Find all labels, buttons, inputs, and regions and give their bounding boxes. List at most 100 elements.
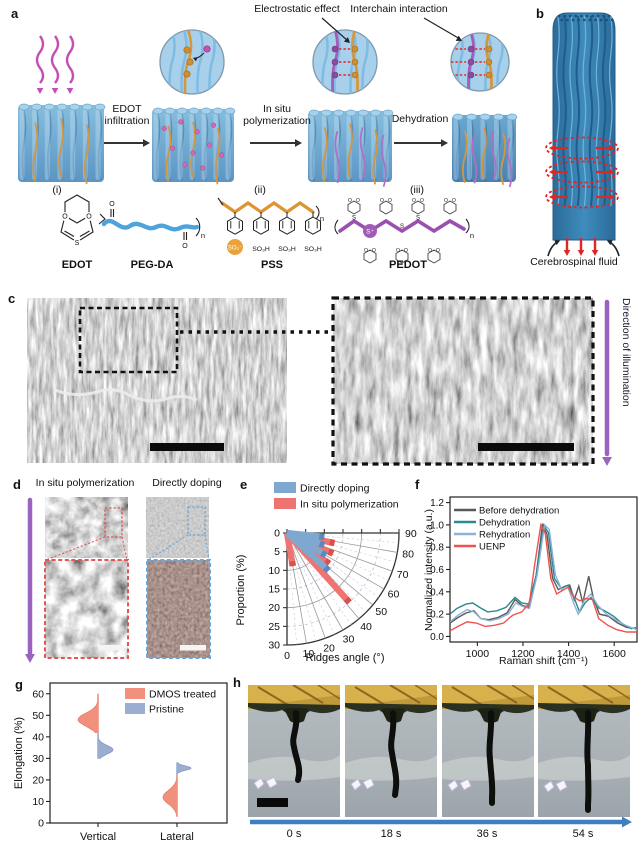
- timelapse-photo: [538, 685, 630, 817]
- step2-line1: In situ: [262, 103, 291, 115]
- chart-text: 1200: [511, 648, 535, 660]
- violin: [97, 732, 114, 759]
- panel-label-f: f: [415, 477, 420, 492]
- molecule-name-pedot: PEDOT: [389, 259, 427, 271]
- chart-text: 30: [343, 634, 355, 646]
- chart-text: 1000: [466, 648, 490, 660]
- callout-electrostatic: Electrostatic effect: [254, 3, 340, 15]
- chart-text: O: [388, 198, 392, 204]
- chart-text: SO₃⁻: [228, 246, 242, 252]
- raman-series: [450, 522, 637, 633]
- chart-text: O: [86, 214, 92, 221]
- hydrogel-block: [152, 107, 236, 185]
- panel-c-sem: [27, 296, 612, 466]
- expansion-hoop: [545, 185, 619, 209]
- edot-structure: O O S: [60, 194, 94, 248]
- chart-text: Normalized intensity (a.u.): [423, 509, 435, 631]
- step1-line1: EDOT: [112, 103, 142, 115]
- roman-iii: (iii): [410, 184, 424, 196]
- chart-text: O: [452, 198, 456, 204]
- chart-text: O: [404, 248, 408, 254]
- scale-bar: [180, 645, 206, 651]
- chart-text: SO₃H: [278, 246, 296, 253]
- chart-text: 5: [274, 546, 280, 558]
- chart-text: 70: [397, 569, 409, 581]
- callout-interchain: Interchain interaction: [350, 3, 448, 15]
- step3-label: Dehydration: [391, 113, 449, 125]
- chart-text: 60: [32, 688, 44, 700]
- hanging-fiber: [486, 710, 496, 806]
- chart-text: Directly doping: [300, 483, 370, 495]
- chart-text: Before dehydration: [479, 506, 559, 517]
- fan-bar: [284, 530, 331, 573]
- panel-d-sem-compare: [25, 497, 211, 663]
- step1-line2: infiltration: [104, 115, 150, 127]
- chart-text: 1600: [603, 648, 627, 660]
- chart-text: O: [396, 248, 400, 254]
- chart-text: 15: [268, 584, 280, 596]
- molecule-name-edot: EDOT: [61, 259, 93, 271]
- directly-doping-title: Directly doping: [152, 477, 222, 489]
- chart-text: 20: [323, 643, 335, 655]
- molecular-inset-circle: [450, 32, 510, 92]
- chart-text: 0: [284, 650, 290, 662]
- chart-text: Dehydration: [479, 518, 530, 529]
- direction-of-illumination-label: Direction of illumination: [620, 298, 632, 407]
- chart-text: Elongation (%): [13, 717, 25, 789]
- time-label-36s: 36 s: [476, 828, 498, 840]
- scale-bar: [478, 443, 574, 451]
- chart-text: DMOS treated: [149, 689, 216, 701]
- chart-text: 10: [268, 565, 280, 577]
- chart-text: Vertical: [80, 831, 116, 843]
- scale-bar: [257, 798, 288, 807]
- roman-i: (i): [52, 184, 62, 196]
- timelapse-photo: [248, 685, 340, 817]
- chart-text: 10: [32, 796, 44, 808]
- chart-text: 25: [268, 621, 280, 633]
- chart-text: Raman shift (cm⁻¹): [499, 655, 588, 667]
- panel-label-e: e: [240, 477, 248, 492]
- chart-text: Pristine: [149, 704, 184, 716]
- pedot-structure: nO O O O O O O OO O O O O OS SSS⁺: [334, 198, 474, 264]
- chart-text: 0.0: [430, 632, 444, 643]
- chart-text: S⁺: [366, 229, 374, 236]
- chart-text: Proportion (%): [235, 555, 247, 626]
- chart-text: O: [372, 248, 376, 254]
- timelapse-photo: [442, 685, 534, 817]
- raman-series: [450, 523, 637, 631]
- chart-text: Rehydration: [479, 530, 530, 541]
- step2-line2: polymerization: [243, 115, 311, 127]
- chart-text: S: [352, 216, 356, 222]
- chart-text: 80: [402, 548, 414, 560]
- chart-text: 50: [32, 710, 44, 722]
- chart-text: 50: [375, 606, 387, 618]
- chart-text: 20: [268, 602, 280, 614]
- chart-text: S: [416, 216, 420, 222]
- chart-text: 0: [38, 818, 44, 830]
- chart-text: O: [348, 198, 352, 204]
- chart-text: In situ polymerization: [300, 499, 399, 511]
- time-label-54s: 54 s: [572, 828, 594, 840]
- chart-text: Ridges angle (°): [306, 652, 385, 664]
- panel-label-h: h: [233, 675, 241, 690]
- violin: [77, 693, 99, 733]
- panel-b-fiber-schematic: [545, 12, 620, 257]
- chart-text: SO₃H: [252, 246, 270, 253]
- pegda-structure: O On: [98, 199, 205, 251]
- light-wave-arrow: [65, 35, 75, 84]
- hanging-fiber: [290, 710, 303, 783]
- chart-text: n: [201, 231, 205, 240]
- chart-text: 1400: [557, 648, 581, 660]
- chart-text: S: [400, 224, 404, 230]
- chart-text: 30: [32, 753, 44, 765]
- hanging-fiber: [388, 710, 400, 798]
- chart-text: O: [62, 214, 68, 221]
- chart-text: O: [356, 198, 360, 204]
- chart-text: 0: [274, 528, 280, 540]
- panel-label-d: d: [13, 477, 21, 492]
- chart-text: 0.4: [430, 587, 444, 598]
- pss-structure: n SO₃⁻ SO₃H SO₃H SO₃H: [217, 197, 324, 255]
- chart-text: 60: [388, 589, 400, 601]
